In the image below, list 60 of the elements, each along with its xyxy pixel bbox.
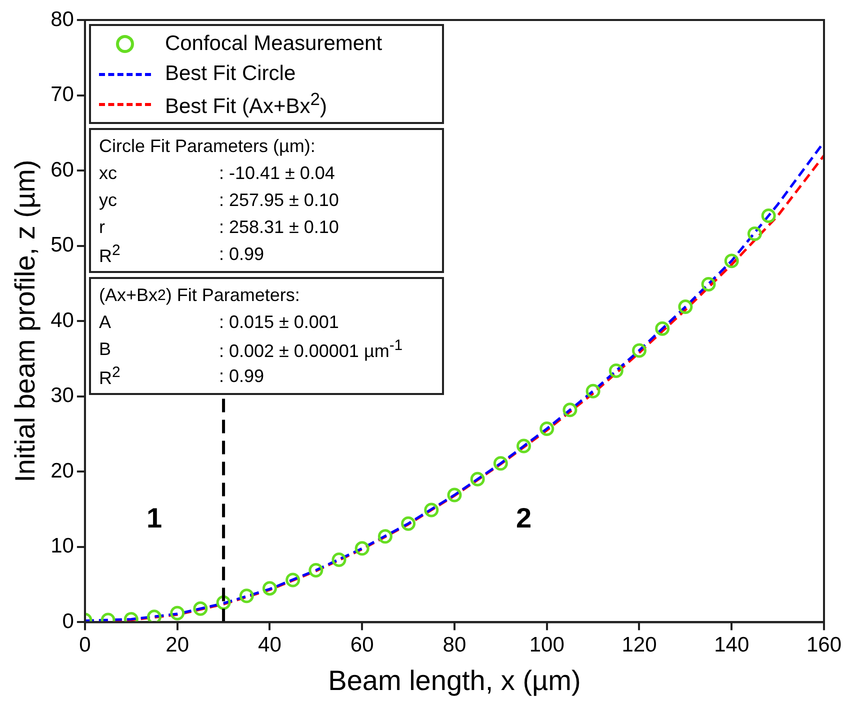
point [632,343,646,358]
point [724,254,739,268]
text: B : 0.002 ± 0.00001 µm$^{-1}$ [98,337,403,361]
y-tick-label: 0 [62,610,74,633]
point [540,421,554,436]
y-tick-label: 60 [50,158,74,182]
point [424,502,439,518]
point [470,472,485,486]
x-tick-label: 140 [714,634,750,657]
point [401,516,416,531]
point [447,488,462,502]
x-tick-label: 0 [79,634,91,657]
point [332,552,346,567]
x-tick-label: 20 [166,634,190,657]
annotation: 1 [146,502,162,534]
point [516,438,532,454]
point [701,276,716,292]
text: yc : 257.95 ± 0.10 [98,190,339,210]
y-tick-label: 30 [50,384,74,408]
legend-label: Best Fit Circle [164,62,296,86]
y-tick-label: 50 [50,234,74,257]
point [146,610,162,622]
y-tick-label: 40 [50,308,74,332]
x-tick-label: 100 [529,634,564,657]
annotation: 2 [516,502,532,534]
text: R$^{2}$ : 0.99 [98,364,264,388]
x-tick-label: 80 [442,634,466,657]
point [678,300,693,314]
x-axis-title: Beam length, x (µm) [328,664,581,696]
point [562,402,578,418]
text: r : 258.31 ± 0.10 [98,217,339,237]
x-tick-label: 60 [350,634,374,657]
legend-label: Confocal Measurement [164,32,382,56]
point [378,529,392,544]
point [170,606,185,620]
text: A : 0.015 ± 0.001 [98,312,339,332]
y-tick-label: 10 [50,534,74,558]
y-tick-label: 20 [50,459,74,482]
point [608,364,624,378]
legend-label: Best Fit (Ax+Bx$^{2}$) [164,89,327,119]
point [655,321,670,336]
text: R$^{2}$ : 0.99 [98,242,264,266]
y-axis-title: Initial beam profile, z (µm) [10,160,41,482]
point [493,456,508,471]
text: xc : -10.41 ± 0.04 [98,163,335,183]
point [308,563,324,578]
y-tick-label: 70 [50,83,74,106]
point [354,541,370,556]
x-tick-label: 160 [806,634,842,657]
point [747,226,762,242]
point [262,581,277,596]
point [286,572,300,588]
y-tick-label: 80 [50,8,74,31]
point [586,384,600,398]
annotation: Circle Fit Parameters (µm): [98,135,316,158]
x-tick-label: 40 [258,634,282,657]
x-tick-label: 120 [622,634,657,657]
point [193,601,208,616]
point [239,588,254,604]
point [761,208,776,223]
